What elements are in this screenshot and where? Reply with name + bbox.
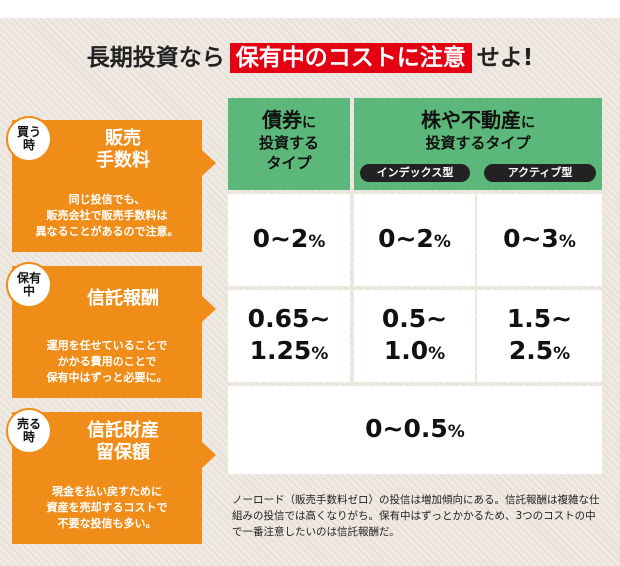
label-desc: 運用を任せていることで かかる費用のことで 保有中はずっと必要に。 — [46, 339, 168, 384]
torn-paper-edge — [0, 0, 620, 18]
label-retention: 売る時 信託財産 留保額 現金を払い戻すために 資産を売却するコストで 不要な投信も多… — [6, 408, 216, 544]
page-title: 長期投資なら 保有中のコストに注意 せよ! — [0, 38, 620, 73]
header-bond: 債券に 投資する タイプ — [228, 98, 350, 190]
footnote: ノーロード（販売手数料ゼロ）の投信は増加傾向にある。信託報酬は複雑な仕組みの投信… — [232, 494, 600, 538]
label-desc: 同じ投信でも、 販売会社で販売手数料は 異なることがあるので注意。 — [35, 193, 179, 238]
pill-active: アクティブ型 — [484, 164, 596, 182]
cell-sales-bond: 0~2% — [228, 194, 350, 286]
label-trust-fee: 保有中 信託報酬 運用を任せていることで かかる費用のことで 保有中はずっと必要に。 — [6, 262, 216, 398]
arrow-shape — [202, 150, 216, 176]
cell-retention-all: 0~0.5% — [228, 386, 602, 474]
label-title: 信託財産 留保額 — [87, 420, 159, 463]
header-stock: 株や不動産に 投資するタイプ インデックス型 アクティブ型 — [354, 98, 602, 190]
cost-table: 債券に 投資する タイプ 株や不動産に 投資するタイプ インデックス型 アクティ… — [228, 98, 602, 480]
title-before: 長期投資なら — [86, 45, 225, 71]
cell-trust-index: 0.5~ 1.0% — [354, 290, 475, 382]
label-desc: 現金を払い戻すために 資産を売却するコストで 不要な投信も多い。 — [46, 485, 168, 530]
arrow-shape — [202, 296, 216, 322]
cell-sales-index: 0~2% — [354, 194, 475, 286]
cell-trust-active: 1.5~ 2.5% — [477, 290, 602, 382]
torn-edge-shape — [0, 6, 620, 16]
title-highlight: 保有中のコストに注意 — [229, 43, 472, 73]
label-sales-fee: 買う時 販売 手数料 同じ投信でも、 販売会社で販売手数料は 異なることがあるので注意… — [6, 116, 216, 252]
badge-buy-time: 買う時 — [6, 116, 52, 162]
pill-index: インデックス型 — [360, 164, 470, 182]
label-title: 信託報酬 — [87, 288, 159, 309]
arrow-shape — [202, 442, 216, 468]
cell-sales-active: 0~3% — [477, 194, 602, 286]
badge-sell-time: 売る時 — [6, 408, 52, 454]
label-title: 販売 手数料 — [96, 128, 150, 171]
badge-holding: 保有中 — [6, 262, 52, 308]
cell-trust-bond: 0.65~ 1.25% — [228, 290, 350, 382]
title-after: せよ! — [476, 45, 534, 71]
